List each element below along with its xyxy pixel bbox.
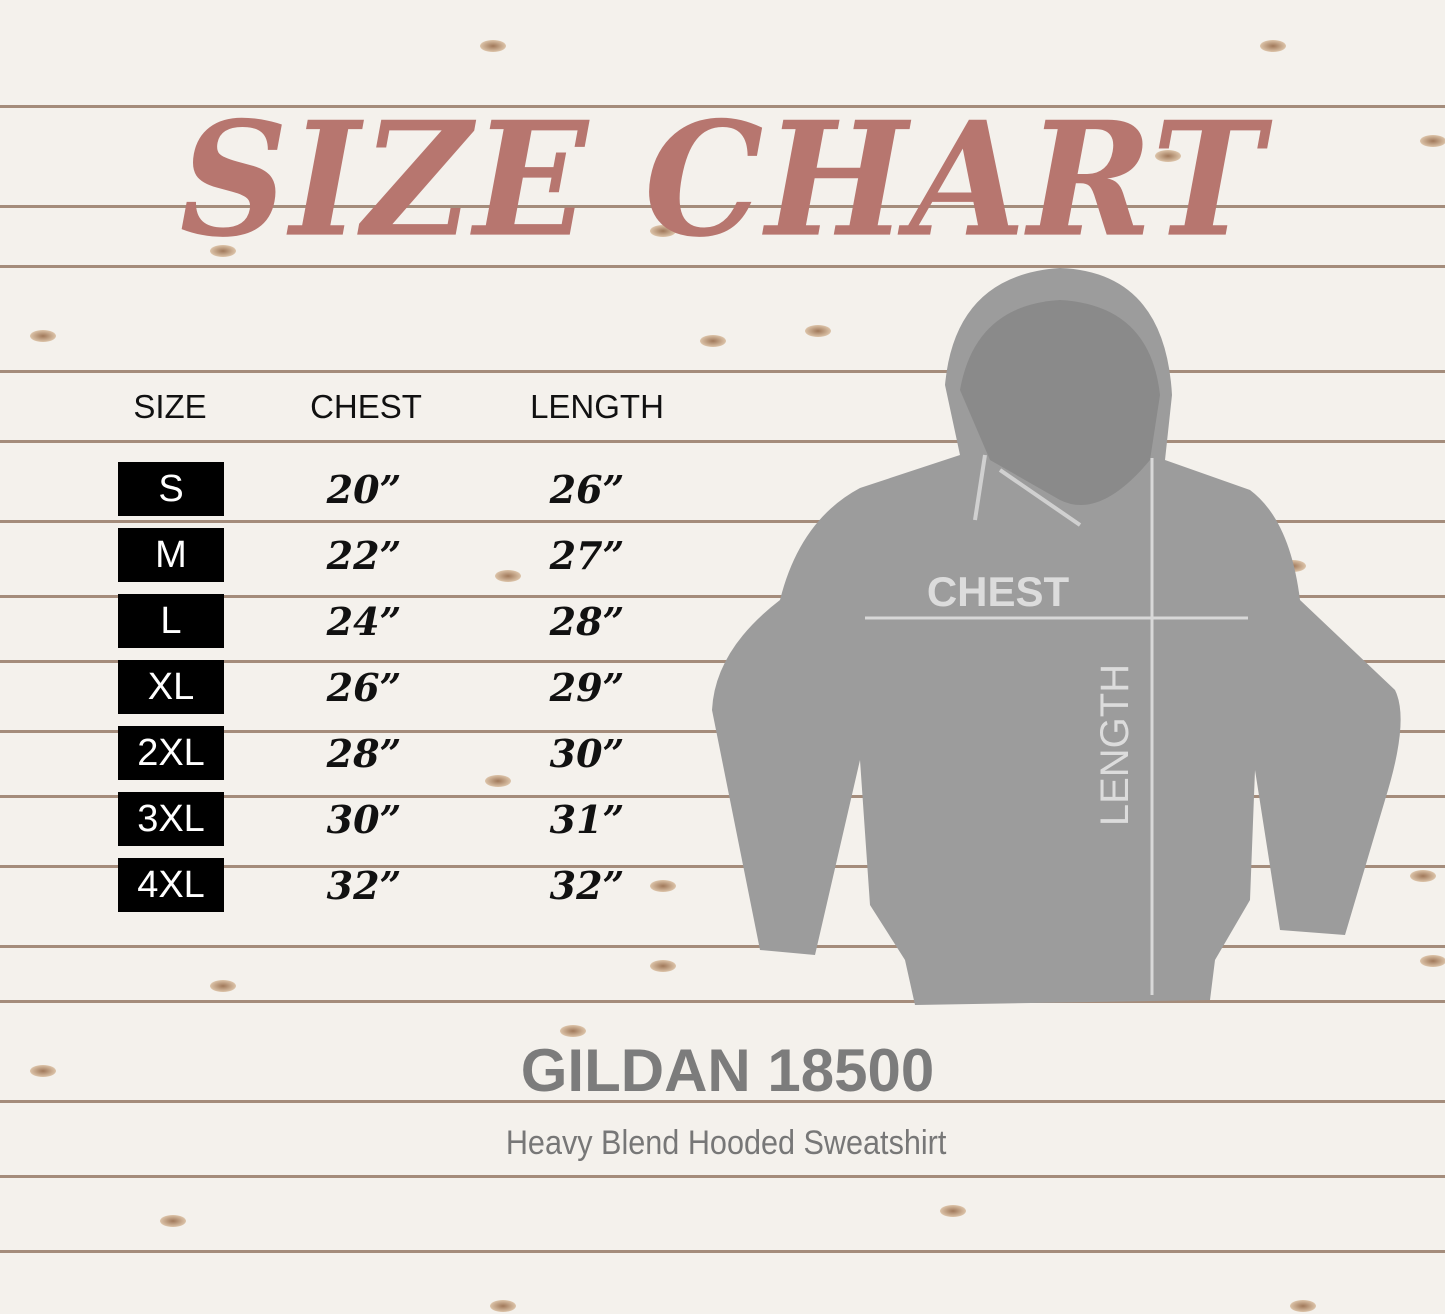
plank-seam: [0, 205, 1445, 208]
wood-knot: [210, 980, 236, 992]
wood-knot: [1290, 1300, 1316, 1312]
size-label: S: [118, 462, 224, 516]
length-value: 28”: [549, 599, 625, 644]
length-value: 32”: [549, 863, 625, 908]
plank-seam: [0, 595, 1445, 598]
wood-knot: [1410, 870, 1436, 882]
wood-knot: [1260, 40, 1286, 52]
header-size: SIZE: [133, 388, 207, 425]
wood-knot: [650, 225, 676, 237]
wood-knot: [160, 1215, 186, 1227]
size-label: 4XL: [118, 858, 224, 912]
chest-value: 30”: [326, 797, 402, 842]
length-value: 29”: [549, 665, 625, 710]
size-label: M: [118, 528, 224, 582]
length-value: 30”: [549, 731, 625, 776]
wood-knot: [30, 1065, 56, 1077]
header-chest: CHEST: [310, 388, 422, 425]
plank-seam: [0, 1000, 1445, 1003]
wood-knot: [210, 245, 236, 257]
plank-seam: [0, 1175, 1445, 1178]
wood-knot: [480, 40, 506, 52]
chest-label: CHEST: [927, 568, 1070, 615]
plank-seam: [0, 370, 1445, 373]
size-label: XL: [118, 660, 224, 714]
chest-value: 20”: [326, 467, 402, 512]
plank-seam: [0, 795, 1445, 798]
wood-knot: [485, 775, 511, 787]
wood-knot: [805, 325, 831, 337]
size-label: L: [118, 594, 224, 648]
wood-knot: [650, 880, 676, 892]
size-label: 2XL: [118, 726, 224, 780]
wood-knot: [495, 570, 521, 582]
plank-seam: [0, 865, 1445, 868]
length-value: 26”: [549, 467, 625, 512]
plank-seam: [0, 1250, 1445, 1253]
wood-knot: [30, 330, 56, 342]
length-label: LENGTH: [1093, 664, 1137, 826]
plank-seam: [0, 660, 1445, 663]
chest-value: 24”: [326, 599, 402, 644]
page-title: SIZE CHART: [179, 87, 1266, 273]
wood-knot: [1420, 955, 1445, 967]
size-label: 3XL: [118, 792, 224, 846]
wood-knot: [1155, 150, 1181, 162]
length-value: 27”: [549, 533, 625, 578]
wood-knot: [560, 1025, 586, 1037]
wood-knot: [940, 1205, 966, 1217]
length-value: 31”: [549, 797, 625, 842]
wood-knot: [700, 335, 726, 347]
header-length: LENGTH: [530, 388, 664, 425]
chest-value: 28”: [326, 731, 402, 776]
plank-seam: [0, 520, 1445, 523]
wood-knot: [490, 1300, 516, 1312]
wood-knot: [650, 960, 676, 972]
chest-value: 22”: [326, 533, 402, 578]
hoodie-icon: [712, 268, 1401, 1005]
plank-seam: [0, 945, 1445, 948]
plank-seam: [0, 1100, 1445, 1103]
plank-seam: [0, 105, 1445, 108]
plank-seam: [0, 265, 1445, 268]
brand-name: GILDAN 18500: [520, 1037, 935, 1104]
wood-knot: [1420, 135, 1445, 147]
plank-seam: [0, 440, 1445, 443]
product-name: Heavy Blend Hooded Sweatshirt: [505, 1124, 947, 1162]
chest-value: 26”: [326, 665, 402, 710]
chest-value: 32”: [326, 863, 402, 908]
